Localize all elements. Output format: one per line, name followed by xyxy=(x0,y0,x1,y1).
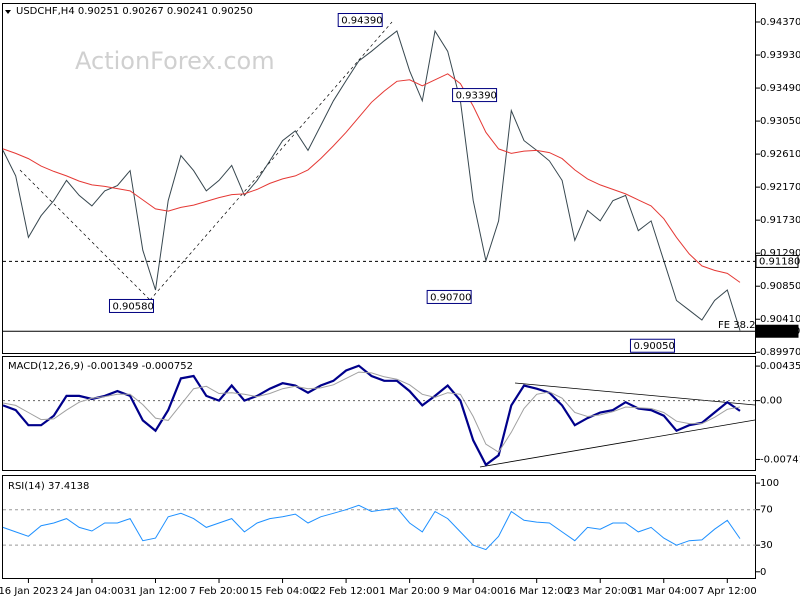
series-line xyxy=(2,504,741,551)
annotation-label: 0.90050 xyxy=(633,341,674,352)
x-tick-label: 16 Jan 2023 xyxy=(0,586,58,597)
rsi-panel xyxy=(2,475,756,579)
x-tick-label: 1 Mar 20:00 xyxy=(379,586,439,597)
trend-line xyxy=(514,382,756,406)
x-tick-label: 23 Mar 20:00 xyxy=(567,586,634,597)
annotation-box xyxy=(629,338,675,353)
y-tick-label: 0.90850 xyxy=(760,281,800,292)
price-level-label: 0.91180 xyxy=(759,256,800,267)
series-line xyxy=(2,29,741,331)
price-level-label: 0.90250 xyxy=(759,326,800,337)
annotation-box xyxy=(426,289,472,304)
series-line xyxy=(2,371,741,453)
annotation-box xyxy=(108,298,154,313)
watermark: ActionForex.com xyxy=(75,47,275,75)
y-tick-label: 100 xyxy=(760,478,779,489)
x-tick-label: 7 Feb 20:00 xyxy=(189,586,248,597)
series-line xyxy=(2,73,741,283)
y-tick-label: 0.92610 xyxy=(760,149,800,160)
x-tick-label: 31 Jan 12:00 xyxy=(124,586,187,597)
macd-title: MACD(12,26,9) -0.001349 -0.000752 xyxy=(8,361,193,372)
price-panel xyxy=(2,3,756,354)
wave-line xyxy=(149,21,393,301)
x-tick-label: 22 Feb 12:00 xyxy=(313,586,379,597)
y-tick-label: 70 xyxy=(760,505,773,516)
y-tick-label: 0.90410 xyxy=(760,314,800,325)
price-level-box xyxy=(755,324,799,338)
annotation-label: 0.93390 xyxy=(456,91,497,102)
y-tick-label: 0.00 xyxy=(760,396,782,407)
y-tick-label: -0.007417 xyxy=(760,454,800,465)
collapse-icon[interactable] xyxy=(5,10,11,14)
y-tick-label: 0.92170 xyxy=(760,182,800,193)
annotation-label: 0.94390 xyxy=(341,16,382,27)
y-tick-label: 0 xyxy=(760,567,766,578)
annotation-box xyxy=(337,13,383,28)
y-tick-label: 0.91730 xyxy=(760,215,800,226)
y-tick-label: 0.93050 xyxy=(760,116,800,127)
price-title: USDCHF,H4 0.90251 0.90267 0.90241 0.9025… xyxy=(16,6,253,17)
y-tick-label: 0.91290 xyxy=(760,248,800,259)
annotation-label: 0.90580 xyxy=(112,301,153,312)
wave-line xyxy=(19,169,151,301)
x-tick-label: 24 Jan 04:00 xyxy=(60,586,123,597)
price-level-box xyxy=(755,254,799,268)
y-tick-label: 0.89970 xyxy=(760,347,800,358)
y-tick-label: 0.004354 xyxy=(760,361,800,372)
x-tick-label: 7 Apr 12:00 xyxy=(698,586,757,597)
trend-line xyxy=(479,419,756,468)
y-tick-label: 0.93490 xyxy=(760,83,800,94)
y-tick-label: 30 xyxy=(760,540,773,551)
rsi-title: RSI(14) 37.4138 xyxy=(8,481,89,492)
x-tick-label: 15 Feb 04:00 xyxy=(250,586,316,597)
y-tick-label: 0.94370 xyxy=(760,17,800,28)
macd-panel xyxy=(2,356,756,471)
y-tick-label: 0.93930 xyxy=(760,50,800,61)
x-tick-label: 16 Mar 12:00 xyxy=(503,586,570,597)
annotation-box xyxy=(452,88,498,103)
x-tick-label: 9 Mar 04:00 xyxy=(443,586,503,597)
x-tick-label: 31 Mar 04:00 xyxy=(630,586,697,597)
annotation-label: 0.90700 xyxy=(430,292,471,303)
fe-label: FE 38.2 xyxy=(718,320,756,331)
